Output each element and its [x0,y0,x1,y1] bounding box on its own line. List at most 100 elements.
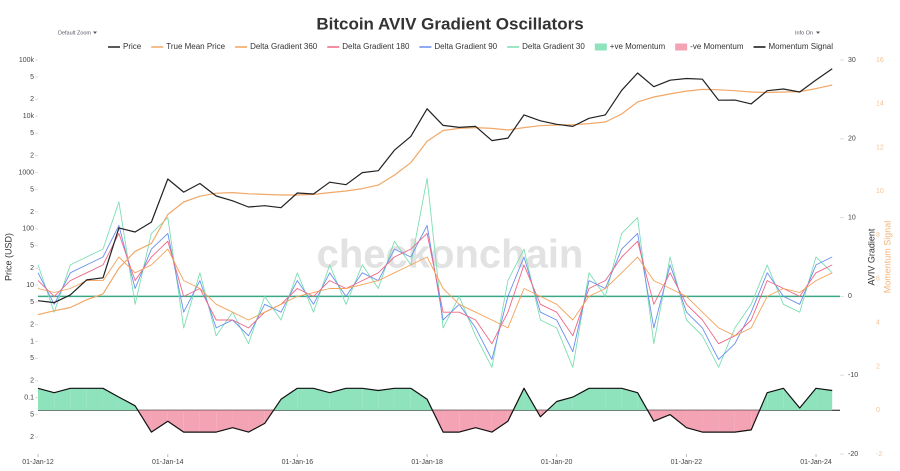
series-line [37,84,833,316]
y3-tick-label: 14 [876,101,884,108]
legend-label: Delta Gradient 360 [250,42,318,51]
negative-momentum-fill [232,410,249,433]
negative-momentum-fill [653,410,671,422]
chart-title: Bitcoin AVIV Gradient Oscillators [316,14,583,33]
y-tick-label: 2 [30,434,34,441]
y-tick-label: 10k [23,113,35,120]
y2-tick-label: -20 [848,451,858,458]
y-tick-label: 2 [30,378,34,385]
y2-tick-label: -10 [848,372,858,379]
x-tick-label: 01-Jan-20 [541,459,573,466]
positive-momentum-fill [102,388,119,411]
legend-label: Delta Gradient 90 [434,42,497,51]
x-tick-label: 01-Jan-24 [800,459,832,466]
y-tick-label: 2 [30,321,34,328]
positive-momentum-fill [410,388,428,411]
negative-momentum-fill [443,410,460,433]
positive-momentum-fill [38,388,55,411]
y3-tick-label: 0 [876,407,880,414]
y-tick-label: 2 [30,152,34,159]
positive-momentum-fill [118,397,136,411]
y-tick-label: 5 [30,412,34,419]
positive-momentum-fill [345,388,363,411]
legend-label: Momentum Signal [769,42,834,51]
negative-momentum-fill [167,410,184,433]
y-tick-label: 5 [30,299,34,306]
y3-tick-label: 2 [876,363,880,370]
watermark: checkonchain [317,233,584,277]
positive-momentum-fill [362,388,379,411]
positive-momentum-fill [297,388,314,411]
series-line [37,68,833,304]
y-tick-label: 2 [30,209,34,216]
positive-momentum-fill [313,388,330,411]
positive-momentum-fill [86,388,103,411]
x-tick-label: 01-Jan-18 [411,459,443,466]
y-tick-label: 0.1 [24,395,34,402]
y-tick-label: 5 [30,74,34,81]
y3-tick-label: 8 [876,232,880,239]
negative-momentum-fill [702,410,719,433]
y-tick-label: 100 [22,226,34,233]
zoom-caret[interactable] [93,31,97,35]
positive-momentum-fill [378,388,395,411]
y-tick-label: 1 [30,338,34,345]
x-tick-label: 01-Jan-14 [152,459,184,466]
legend-label: Delta Gradient 30 [522,42,585,51]
y2-tick-label: 30 [848,57,856,64]
legend-label: +ve Momentum [610,42,666,51]
y2-tick-label: 0 [848,293,852,300]
legend-swatch [675,43,688,51]
y2-tick-label: 10 [848,214,856,221]
y-tick-label: 5 [30,186,34,193]
y-tick-label: 10 [26,282,34,289]
x-tick-label: 01-Jan-12 [22,459,54,466]
y3-tick-label: 10 [876,188,884,195]
y-axis-title: Price (USD) [3,233,13,281]
negative-momentum-fill [475,410,492,433]
negative-momentum-fill [718,410,735,433]
y-tick-label: 5 [30,130,34,137]
positive-momentum-fill [556,397,573,411]
y3-tick-label: -2 [876,451,882,458]
positive-momentum-fill [329,388,346,411]
positive-momentum-fill [605,388,622,411]
legend-label: Delta Gradient 180 [342,42,410,51]
positive-momentum-fill [394,388,411,411]
legend-label: Price [123,42,142,51]
negative-momentum-fill [459,410,476,433]
y3-tick-label: 16 [876,57,884,64]
negative-momentum-fill [686,410,703,433]
series-line [37,387,833,433]
x-tick-label: 01-Jan-22 [671,459,703,466]
y-tick-label: 5 [30,355,34,362]
negative-momentum-fill [248,410,265,433]
y3-axis-title: Momentum Signal [882,221,892,294]
positive-momentum-fill [588,388,606,411]
legend-swatch [594,43,607,51]
series-line [37,248,833,337]
positive-momentum-fill [816,388,833,411]
positive-momentum-fill [70,388,87,411]
info-control[interactable]: Info On [795,30,813,36]
positive-momentum-fill [281,388,298,411]
negative-momentum-fill [670,410,687,428]
y2-tick-label: 20 [848,136,856,143]
negative-momentum-fill [151,410,168,433]
series-line [37,177,833,368]
y3-tick-label: 4 [876,320,880,327]
info-caret[interactable] [816,31,820,35]
zoom-control[interactable]: Default Zoom [58,30,91,36]
y3-tick-label: 6 [876,276,880,283]
positive-momentum-fill [572,388,589,411]
y-tick-label: 1000 [18,169,34,176]
positive-momentum-fill [767,388,784,411]
negative-momentum-fill [183,410,200,433]
momentum-fills [38,388,833,433]
legend-label: -ve Momentum [690,42,744,51]
y-tick-label: 5 [30,243,34,250]
y2-axis-title: AVIV Gradient [866,228,876,285]
x-tick-label: 01-Jan-16 [282,459,314,466]
legend-label: True Mean Price [166,42,225,51]
